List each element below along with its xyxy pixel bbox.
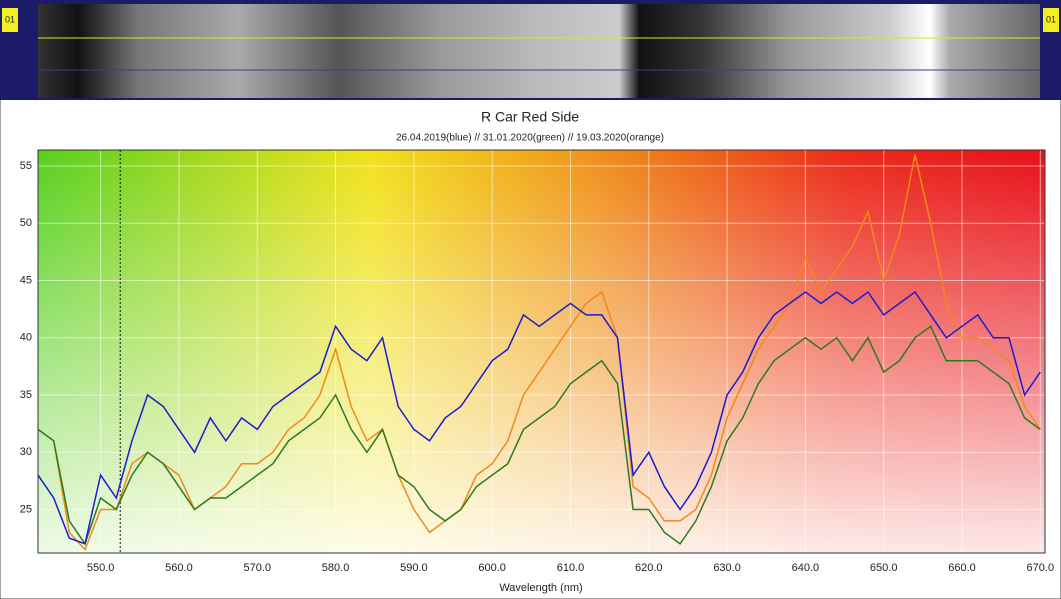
series-line <box>37 325 1041 546</box>
y-tick-label: 50 <box>20 217 32 229</box>
x-axis-label: Wavelength (nm) <box>499 582 582 594</box>
x-tick-label: 670.0 <box>1027 562 1055 574</box>
x-tick-label: 650.0 <box>870 562 898 574</box>
plot-frame <box>37 149 1046 554</box>
chart-subtitle: 26.04.2019(blue) // 31.01.2020(green) //… <box>396 133 664 144</box>
y-tick-label: 55 <box>20 160 32 172</box>
x-tick-label: 570.0 <box>243 562 271 574</box>
y-tick-label: 40 <box>20 332 32 344</box>
y-tick-label: 25 <box>20 503 32 515</box>
strip-label-bg <box>2 8 18 32</box>
x-tick-label: 610.0 <box>557 562 585 574</box>
x-tick-label: 630.0 <box>713 562 741 574</box>
plot-fade <box>38 150 1045 553</box>
y-tick-label: 45 <box>20 274 32 286</box>
x-tick-label: 660.0 <box>948 562 976 574</box>
y-tick-label: 35 <box>20 389 32 401</box>
spectrum-strip <box>38 4 1040 98</box>
strip-label: 01 <box>5 14 15 24</box>
x-tick-label: 550.0 <box>87 562 115 574</box>
x-tick-label: 640.0 <box>792 562 820 574</box>
y-tick-label: 30 <box>20 446 32 458</box>
x-tick-label: 590.0 <box>400 562 428 574</box>
x-tick-label: 580.0 <box>322 562 350 574</box>
strip-label: 01 <box>1046 14 1056 24</box>
strip-label-bg <box>1043 8 1059 32</box>
series-line <box>37 290 1041 545</box>
x-tick-label: 600.0 <box>478 562 506 574</box>
chart-title: R Car Red Side <box>481 109 579 125</box>
x-tick-label: 620.0 <box>635 562 663 574</box>
x-tick-label: 560.0 <box>165 562 193 574</box>
